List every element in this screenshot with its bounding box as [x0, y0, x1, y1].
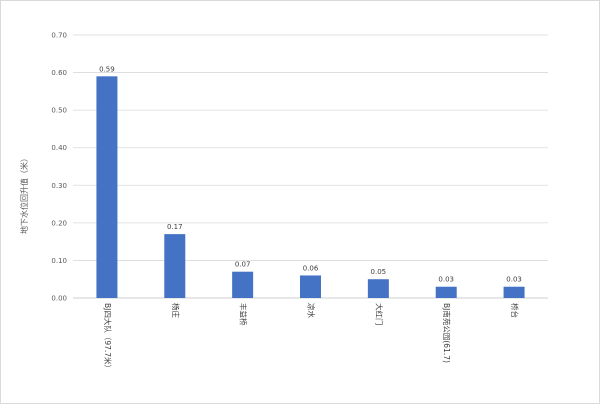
y-tick-label: 0.70	[51, 32, 67, 40]
bar	[96, 76, 118, 298]
category-labels: BJ四大队（97.7米） 杨庄 丰益桥 凉水 大红门 BJ南苑公园(61.7) 桥台	[103, 303, 520, 372]
y-tick-label: 0.60	[51, 69, 67, 77]
category-label: 大红门	[374, 303, 384, 326]
category-label: 桥台	[510, 303, 520, 318]
category-label: BJ南苑公园(61.7)	[442, 303, 452, 363]
data-label: 0.06	[303, 264, 319, 272]
category-label: BJ四大队（97.7米）	[103, 303, 113, 372]
bar	[367, 279, 389, 298]
data-label: 0.17	[167, 223, 183, 231]
gridlines	[73, 34, 548, 299]
y-tick-label: 0.20	[51, 219, 67, 227]
data-label: 0.05	[371, 268, 387, 276]
y-tick-label: 0.50	[51, 107, 67, 115]
y-tick-label: 0.40	[51, 144, 67, 152]
category-label: 杨庄	[171, 303, 181, 318]
bars	[96, 76, 525, 298]
y-tick-label: 0.00	[51, 295, 67, 303]
y-tick-labels: 0.00 0.10 0.20 0.30 0.40 0.50 0.60 0.70	[51, 32, 67, 303]
category-label: 凉水	[307, 303, 317, 318]
data-label: 0.59	[99, 65, 115, 73]
bar	[503, 286, 525, 298]
data-labels: 0.59 0.17 0.07 0.06 0.05 0.03 0.03	[99, 65, 522, 283]
category-label: 丰益桥	[239, 303, 249, 326]
data-label: 0.03	[438, 276, 454, 284]
data-label: 0.03	[506, 276, 522, 284]
bar	[300, 275, 321, 298]
y-tick-label: 0.30	[51, 182, 67, 190]
bar	[164, 234, 186, 298]
bar	[435, 286, 457, 298]
y-tick-label: 0.10	[51, 257, 67, 265]
bar	[232, 271, 254, 298]
y-axis-label: 地下水位回升值（米）	[19, 154, 29, 234]
data-label: 0.07	[235, 261, 251, 269]
